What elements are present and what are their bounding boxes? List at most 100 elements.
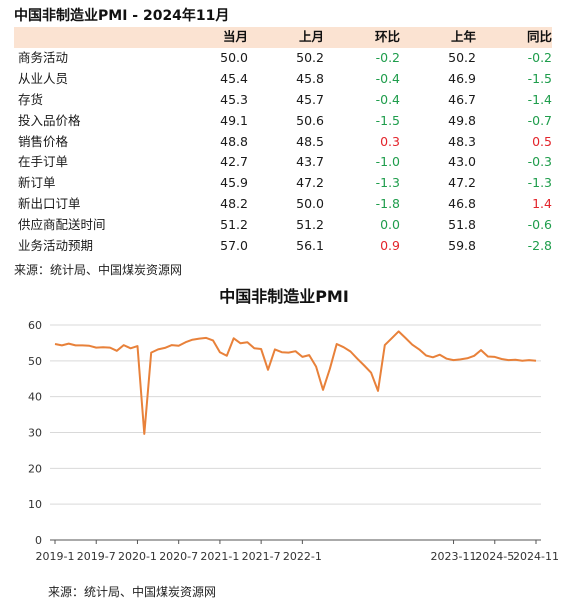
y-tick-label: 0	[35, 534, 42, 547]
cell-mom: -0.4	[375, 91, 400, 107]
cell-mom: 0.3	[380, 133, 400, 149]
header-current-month: 当月	[162, 27, 248, 48]
header-last-year: 上年	[400, 27, 476, 48]
y-tick-label: 30	[28, 427, 42, 440]
y-tick-label: 10	[28, 498, 42, 511]
cell-yoy: 1.4	[532, 196, 552, 212]
table-title: 中国非制造业PMI - 2024年11月	[14, 8, 230, 24]
cell-previous: 50.0	[296, 196, 324, 212]
cell-last-year: 46.8	[448, 196, 476, 212]
y-tick-label: 40	[28, 391, 42, 404]
table-row: 新订单 45.9 47.2 -1.3 47.2 -1.3	[14, 173, 552, 195]
cell-previous: 45.8	[296, 70, 324, 86]
cell-mom: 0.0	[380, 217, 400, 233]
cell-current: 48.2	[220, 196, 248, 212]
row-label: 业务活动预期	[18, 238, 94, 254]
cell-mom: -1.3	[375, 175, 400, 191]
x-tick-label: 2024-5	[475, 550, 514, 563]
cell-last-year: 46.7	[448, 91, 476, 107]
cell-previous: 43.7	[296, 154, 324, 170]
x-tick-label: 2020-1	[118, 550, 157, 563]
cell-current: 48.8	[220, 133, 248, 149]
cell-mom: -1.5	[375, 112, 400, 128]
cell-last-year: 47.2	[448, 175, 476, 191]
cell-yoy: -0.2	[527, 49, 552, 65]
cell-last-year: 51.8	[448, 217, 476, 233]
x-tick-label: 2023-11	[431, 550, 477, 563]
table-header-row: 当月 上月 环比 上年 同比	[14, 27, 552, 48]
y-tick-label: 20	[28, 462, 42, 475]
cell-yoy: -0.3	[527, 154, 552, 170]
row-label: 商务活动	[18, 49, 69, 65]
row-label: 新出口订单	[18, 196, 81, 212]
table-row: 业务活动预期 57.0 56.1 0.9 59.8 -2.8	[14, 236, 552, 257]
cell-last-year: 48.3	[448, 133, 476, 149]
cell-yoy: 0.5	[532, 133, 552, 149]
cell-last-year: 43.0	[448, 154, 476, 170]
cell-previous: 51.2	[296, 217, 324, 233]
cell-current: 42.7	[220, 154, 248, 170]
cell-current: 51.2	[220, 217, 248, 233]
pmi-table: 当月 上月 环比 上年 同比 商务活动 50.0 50.2 -0.2 50.2 -0.2 从…	[14, 27, 552, 257]
y-tick-label: 50	[28, 355, 42, 368]
row-label: 新订单	[18, 175, 56, 191]
series-line	[54, 330, 537, 435]
cell-last-year: 59.8	[448, 238, 476, 254]
table-source: 来源：统计局、中国煤炭资源网	[14, 263, 183, 277]
cell-mom: -1.8	[375, 196, 400, 212]
table-row: 从业人员 45.4 45.8 -0.4 46.9 -1.5	[14, 68, 552, 90]
x-tick-label: 2019-7	[77, 550, 116, 563]
x-tick-label: 2024-11	[513, 550, 559, 563]
x-tick-label: 2020-7	[159, 550, 198, 563]
cell-yoy: -1.4	[527, 91, 552, 107]
x-tick-label: 2021-7	[242, 550, 281, 563]
cell-mom: -1.0	[375, 154, 400, 170]
cell-mom: -0.4	[375, 70, 400, 86]
table-row: 销售价格 48.8 48.5 0.3 48.3 0.5	[14, 131, 552, 153]
cell-previous: 50.2	[296, 49, 324, 65]
cell-yoy: -0.7	[527, 112, 552, 128]
header-blank	[14, 27, 162, 48]
row-label: 销售价格	[18, 133, 69, 149]
cell-current: 45.9	[220, 175, 248, 191]
cell-yoy: -2.8	[527, 238, 552, 254]
cell-current: 45.3	[220, 91, 248, 107]
cell-yoy: -1.5	[527, 70, 552, 86]
cell-previous: 45.7	[296, 91, 324, 107]
row-label: 在手订单	[18, 154, 69, 170]
x-tick-label: 2019-1	[36, 550, 75, 563]
cell-yoy: -0.6	[527, 217, 552, 233]
cell-last-year: 50.2	[448, 49, 476, 65]
x-tick-label: 2022-1	[283, 550, 322, 563]
cell-yoy: -1.3	[527, 175, 552, 191]
cell-previous: 50.6	[296, 112, 324, 128]
cell-current: 49.1	[220, 112, 248, 128]
table-row: 供应商配送时间 51.2 51.2 0.0 51.8 -0.6	[14, 215, 552, 237]
chart-source: 来源：统计局、中国煤炭资源网	[48, 585, 217, 599]
table-row: 在手订单 42.7 43.7 -1.0 43.0 -0.3	[14, 152, 552, 174]
cell-previous: 48.5	[296, 133, 324, 149]
x-tick-label: 2021-1	[200, 550, 239, 563]
header-previous-month: 上月	[248, 27, 324, 48]
cell-previous: 47.2	[296, 175, 324, 191]
cell-last-year: 46.9	[448, 70, 476, 86]
header-mom: 环比	[324, 27, 400, 48]
chart-title: 中国非制造业PMI	[219, 287, 349, 306]
cell-current: 50.0	[220, 49, 248, 65]
row-label: 从业人员	[18, 70, 69, 86]
table-row: 新出口订单 48.2 50.0 -1.8 46.8 1.4	[14, 194, 552, 216]
cell-mom: -0.2	[375, 49, 400, 65]
row-label: 存货	[18, 91, 44, 107]
cell-previous: 56.1	[296, 238, 324, 254]
header-yoy: 同比	[476, 27, 552, 48]
cell-current: 57.0	[220, 238, 248, 254]
y-tick-label: 60	[28, 319, 42, 332]
cell-current: 45.4	[220, 70, 248, 86]
cell-mom: 0.9	[380, 238, 400, 254]
table-row: 存货 45.3 45.7 -0.4 46.7 -1.4	[14, 89, 552, 111]
cell-last-year: 49.8	[448, 112, 476, 128]
row-label: 投入品价格	[18, 112, 81, 128]
table-row: 商务活动 50.0 50.2 -0.2 50.2 -0.2	[14, 47, 552, 69]
row-label: 供应商配送时间	[18, 217, 106, 233]
